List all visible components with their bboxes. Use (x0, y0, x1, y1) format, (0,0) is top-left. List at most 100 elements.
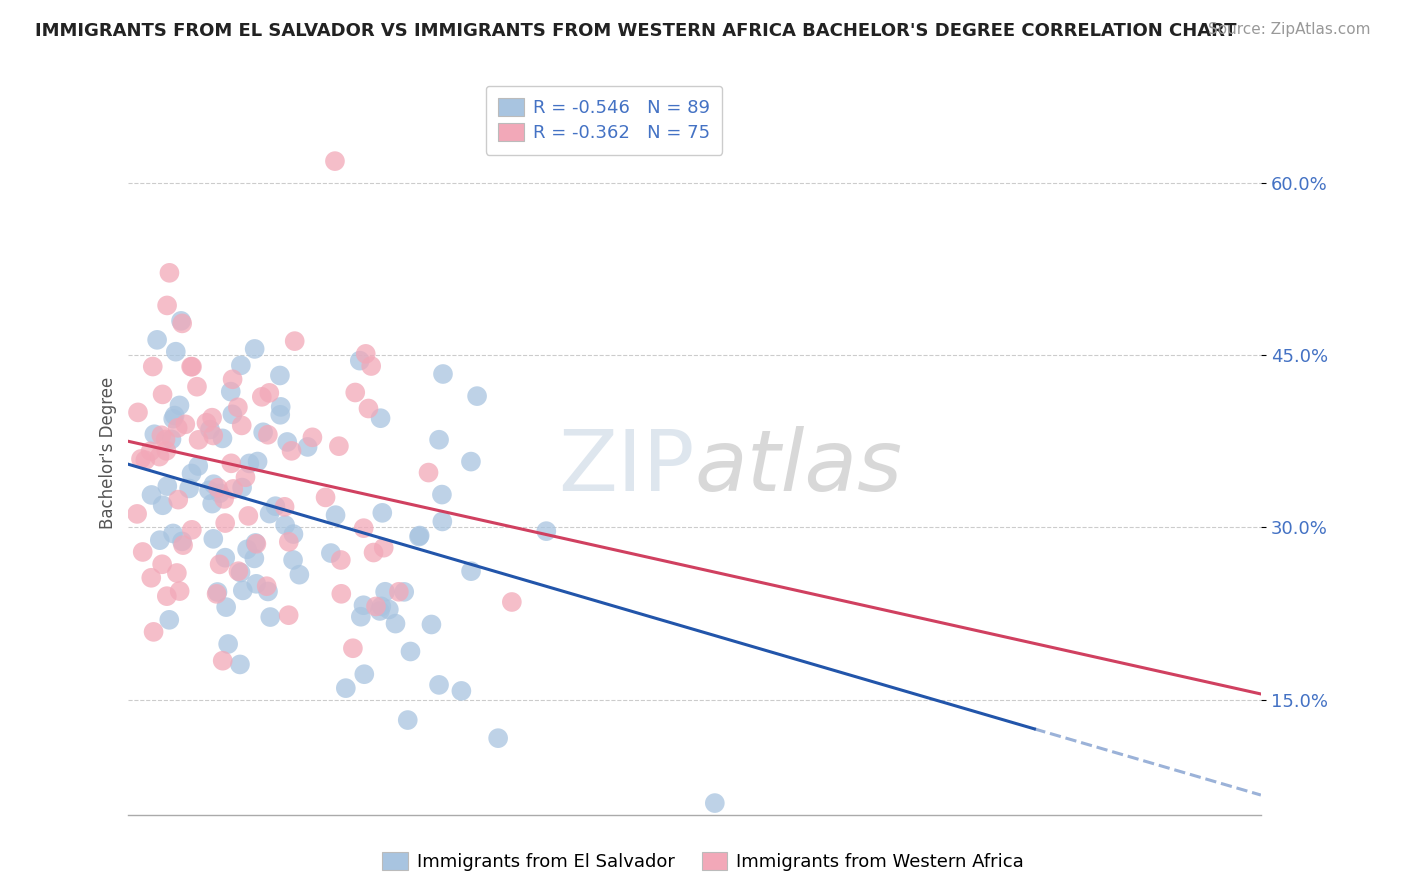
Point (139, 444, 162, 458)
Point (142, 359, 165, 374)
Point (202, 532, 225, 546)
Point (342, 641, 364, 656)
Point (152, 498, 174, 512)
Point (202, 477, 225, 491)
Point (146, 333, 169, 347)
Point (170, 534, 193, 549)
Point (396, 713, 419, 727)
Point (229, 657, 252, 672)
Point (159, 266, 181, 280)
Point (148, 450, 170, 464)
Point (169, 398, 191, 412)
Point (465, 389, 488, 403)
Point (432, 367, 454, 381)
Point (174, 417, 197, 432)
Point (374, 584, 396, 599)
Point (328, 439, 350, 453)
Point (221, 408, 243, 422)
Point (211, 654, 233, 668)
Point (141, 571, 163, 585)
Point (156, 298, 179, 312)
Point (212, 491, 235, 506)
Point (222, 482, 245, 496)
Point (127, 405, 149, 419)
Point (325, 508, 347, 523)
Point (349, 353, 371, 368)
Point (155, 433, 177, 447)
Point (143, 427, 166, 442)
Point (219, 384, 242, 399)
Point (141, 488, 163, 502)
Point (364, 599, 387, 614)
Point (283, 527, 305, 541)
Point (219, 456, 242, 470)
Point (172, 538, 194, 552)
Point (703, 796, 725, 810)
Point (156, 589, 179, 603)
Point (152, 387, 174, 401)
Point (134, 453, 156, 467)
Point (172, 317, 194, 331)
Point (257, 584, 280, 599)
Point (501, 595, 523, 609)
Point (432, 515, 454, 529)
Point (162, 411, 184, 425)
Point (384, 616, 406, 631)
Point (250, 390, 273, 404)
Point (360, 359, 382, 373)
Point (418, 466, 440, 480)
Point (274, 518, 297, 533)
Point (270, 400, 292, 414)
Point (179, 482, 201, 496)
Text: atlas: atlas (695, 425, 903, 508)
Point (156, 479, 179, 493)
Point (195, 416, 218, 430)
Point (127, 507, 149, 521)
Point (166, 566, 188, 580)
Point (155, 443, 177, 458)
Point (353, 599, 375, 613)
Point (129, 451, 152, 466)
Point (460, 454, 482, 468)
Point (149, 533, 172, 548)
Point (370, 599, 392, 614)
Point (363, 545, 385, 559)
Point (269, 368, 291, 383)
Point (198, 483, 221, 498)
Point (323, 154, 346, 169)
Point (201, 497, 224, 511)
Point (198, 423, 221, 437)
Point (319, 546, 342, 560)
Point (420, 617, 443, 632)
Point (288, 567, 311, 582)
Point (264, 499, 287, 513)
Point (427, 433, 450, 447)
Legend: Immigrants from El Salvador, Immigrants from Western Africa: Immigrants from El Salvador, Immigrants … (375, 846, 1031, 879)
Point (207, 481, 229, 495)
Point (170, 314, 193, 328)
Point (259, 610, 281, 624)
Point (330, 587, 353, 601)
Point (205, 587, 228, 601)
Point (329, 553, 352, 567)
Point (536, 524, 558, 538)
Point (427, 678, 450, 692)
Point (245, 577, 267, 591)
Point (169, 584, 191, 599)
Point (315, 491, 337, 505)
Point (269, 408, 291, 422)
Point (297, 440, 319, 454)
Point (392, 585, 415, 599)
Point (226, 401, 249, 415)
Point (180, 359, 202, 374)
Point (243, 551, 266, 566)
Text: Source: ZipAtlas.com: Source: ZipAtlas.com (1208, 22, 1371, 37)
Point (215, 600, 238, 615)
Point (344, 385, 367, 400)
Point (245, 536, 267, 550)
Point (399, 644, 422, 658)
Y-axis label: Bachelor's Degree: Bachelor's Degree (100, 376, 117, 529)
Point (186, 380, 208, 394)
Point (430, 487, 453, 501)
Point (460, 564, 482, 578)
